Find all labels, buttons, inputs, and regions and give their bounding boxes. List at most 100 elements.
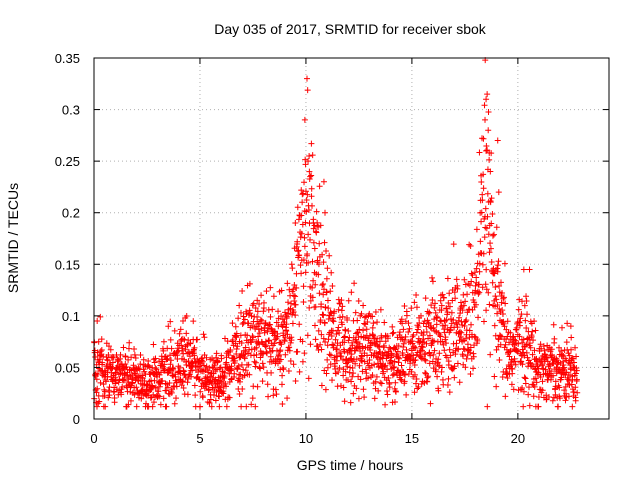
data-point xyxy=(361,394,368,401)
data-point xyxy=(517,386,524,393)
data-point xyxy=(292,293,299,300)
data-point xyxy=(564,320,571,327)
data-point xyxy=(456,328,463,335)
data-point xyxy=(119,384,126,391)
data-point xyxy=(321,239,328,246)
data-point xyxy=(308,140,315,147)
data-point xyxy=(104,356,111,363)
data-point xyxy=(288,300,295,307)
data-point xyxy=(131,370,138,377)
data-point xyxy=(304,87,311,94)
data-point xyxy=(390,329,397,336)
data-point xyxy=(442,322,449,329)
data-point xyxy=(345,297,352,304)
data-point xyxy=(226,379,233,386)
data-point xyxy=(528,333,535,340)
data-point xyxy=(495,258,502,265)
data-point xyxy=(253,344,260,351)
data-point xyxy=(138,395,145,402)
data-point xyxy=(525,391,532,398)
data-point xyxy=(354,329,361,336)
data-point xyxy=(486,249,493,256)
data-point xyxy=(256,300,263,307)
data-point xyxy=(486,301,493,308)
data-point xyxy=(236,302,243,309)
data-point xyxy=(485,289,492,296)
chart-title: Day 035 of 2017, SRMTID for receiver sbo… xyxy=(214,21,487,37)
data-point xyxy=(102,403,109,410)
data-point xyxy=(327,309,334,316)
data-point xyxy=(426,309,433,316)
data-point xyxy=(487,168,494,175)
data-point xyxy=(341,339,348,346)
data-point xyxy=(418,355,425,362)
data-point xyxy=(300,257,307,264)
data-point xyxy=(399,320,406,327)
data-point xyxy=(167,318,174,325)
data-point xyxy=(525,384,532,391)
data-point xyxy=(556,395,563,402)
data-point xyxy=(165,390,172,397)
data-point xyxy=(232,333,239,340)
data-point xyxy=(360,302,367,309)
data-point xyxy=(168,345,175,352)
data-point xyxy=(267,353,274,360)
data-point xyxy=(444,382,451,389)
x-tick-label: 10 xyxy=(299,431,313,446)
data-point xyxy=(211,385,218,392)
data-point xyxy=(345,337,352,344)
data-point xyxy=(294,238,301,245)
data-point xyxy=(560,358,567,365)
data-point xyxy=(539,387,546,394)
data-point xyxy=(251,358,258,365)
data-point xyxy=(94,349,101,356)
data-point xyxy=(260,299,267,306)
data-point xyxy=(539,360,546,367)
data-point xyxy=(302,269,309,276)
data-point xyxy=(426,360,433,367)
data-point xyxy=(489,279,496,286)
data-point xyxy=(259,360,266,367)
data-point xyxy=(97,379,104,386)
data-point xyxy=(297,262,304,269)
data-point xyxy=(337,342,344,349)
data-point xyxy=(356,362,363,369)
data-point xyxy=(125,345,132,352)
data-point xyxy=(179,378,186,385)
data-point xyxy=(341,398,348,405)
data-point xyxy=(284,331,291,338)
data-point xyxy=(524,311,531,318)
data-point xyxy=(246,280,253,287)
data-point xyxy=(316,240,323,247)
y-axis-label: SRMTID / TECUs xyxy=(5,183,21,293)
data-point xyxy=(429,278,436,285)
data-point xyxy=(232,323,239,330)
data-point xyxy=(143,381,150,388)
data-point xyxy=(176,330,183,337)
data-point xyxy=(263,349,270,356)
data-point xyxy=(542,354,549,361)
data-point xyxy=(434,359,441,366)
data-point xyxy=(340,384,347,391)
data-point xyxy=(106,392,113,399)
data-point xyxy=(467,349,474,356)
data-point xyxy=(475,281,482,288)
data-point xyxy=(355,334,362,341)
data-point xyxy=(443,340,450,347)
data-point xyxy=(429,297,436,304)
data-point xyxy=(422,295,429,302)
data-point xyxy=(267,313,274,320)
data-point xyxy=(422,351,429,358)
data-point xyxy=(318,301,325,308)
data-point xyxy=(560,362,567,369)
data-point xyxy=(299,199,306,206)
data-point xyxy=(530,393,537,400)
data-point xyxy=(460,345,467,352)
data-point xyxy=(304,191,311,198)
data-point xyxy=(466,241,473,248)
data-point xyxy=(312,336,319,343)
data-point xyxy=(569,355,576,362)
x-tick-label: 5 xyxy=(196,431,203,446)
data-point xyxy=(221,369,228,376)
data-point xyxy=(487,245,494,252)
